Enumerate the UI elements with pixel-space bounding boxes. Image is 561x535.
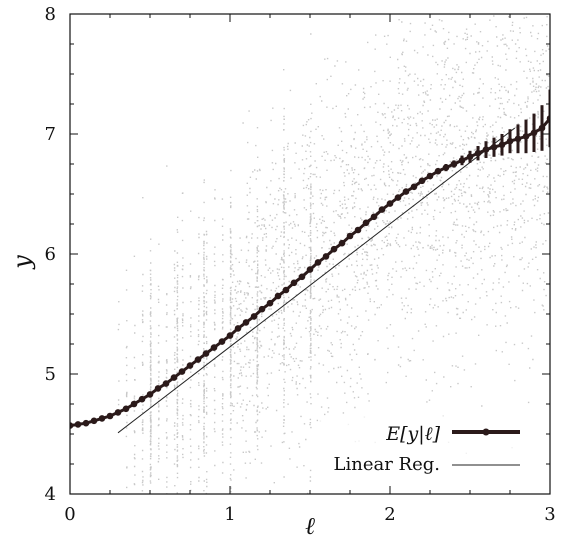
x-tick-label-1: 1: [224, 504, 235, 525]
mean-point: [274, 292, 282, 300]
mean-point: [226, 332, 234, 339]
mean-point: [114, 409, 122, 416]
mean-point: [386, 200, 394, 207]
mean-point: [242, 319, 250, 326]
mean-point: [98, 415, 106, 422]
mean-point: [266, 299, 274, 307]
legend-label-conditional-mean: E[y|ℓ]: [385, 423, 440, 445]
scatter-points: [117, 15, 550, 494]
mean-point: [282, 286, 290, 294]
mean-point: [202, 350, 210, 357]
linear-regression-line: [117, 127, 516, 434]
y-tick-label-7: 7: [45, 124, 56, 145]
mean-point: [122, 405, 130, 413]
mean-point: [506, 137, 514, 145]
mean-point: [298, 273, 306, 281]
mean-point: [466, 153, 474, 161]
mean-point: [154, 385, 162, 392]
y-tick-label-8: 8: [45, 4, 56, 25]
mean-point: [178, 368, 186, 375]
mean-point: [370, 213, 378, 221]
mean-point: [450, 160, 458, 168]
mean-point: [306, 266, 314, 273]
x-tick-label-0: 0: [64, 504, 75, 525]
legend: E[y|ℓ] Linear Reg.: [318, 416, 546, 486]
mean-point: [434, 167, 442, 175]
mean-point: [402, 188, 410, 195]
mean-point: [162, 380, 170, 387]
mean-point: [82, 419, 90, 427]
mean-point: [426, 172, 434, 180]
x-tick-label-2: 2: [384, 504, 395, 525]
mean-point: [74, 421, 82, 428]
mean-point: [250, 313, 258, 320]
mean-point: [442, 164, 450, 171]
mean-point: [458, 157, 466, 164]
mean-point: [258, 305, 266, 313]
mean-point: [338, 239, 346, 247]
legend-background: [318, 416, 546, 486]
mean-point: [170, 374, 178, 381]
mean-point: [546, 115, 550, 122]
mean-point: [346, 232, 354, 240]
mean-point: [362, 219, 370, 227]
mean-point: [194, 356, 202, 363]
mean-point: [290, 279, 298, 287]
mean-point: [138, 395, 146, 403]
mean-point: [482, 146, 490, 153]
mean-point: [90, 417, 98, 425]
mean-point: [146, 391, 154, 398]
scatter-cloud: [117, 15, 550, 494]
mean-point: [210, 344, 218, 351]
mean-point: [418, 177, 426, 185]
mean-point: [322, 253, 330, 260]
mean-point: [490, 143, 498, 151]
mean-point: [522, 133, 530, 140]
x-axis-label: ℓ: [305, 512, 315, 535]
mean-point: [530, 129, 538, 137]
legend-label-linear-reg: Linear Reg.: [334, 454, 440, 475]
mean-point: [70, 422, 74, 429]
mean-point: [474, 149, 482, 157]
conditional-mean-layer: [70, 89, 550, 429]
y-tick-label-6: 6: [45, 244, 56, 265]
mean-point: [538, 124, 546, 132]
mean-point: [498, 141, 506, 149]
legend-marker-conditional-mean: [482, 428, 490, 436]
mean-point: [106, 412, 114, 420]
mean-point: [186, 362, 194, 369]
mean-point: [394, 194, 402, 201]
x-tick-label-3: 3: [544, 504, 555, 525]
mean-point: [234, 325, 242, 332]
linear-regression-layer: [117, 127, 516, 434]
mean-point: [378, 206, 386, 213]
y-tick-label-4: 4: [45, 484, 56, 505]
mean-point: [514, 135, 522, 143]
mean-point: [218, 338, 226, 345]
axis-ticks: [69, 13, 551, 495]
mean-point: [410, 183, 418, 191]
y-tick-label-5: 5: [45, 364, 56, 385]
mean-point: [314, 259, 322, 266]
mean-point: [330, 245, 338, 253]
mean-point: [354, 226, 362, 234]
y-axis-label: y: [8, 255, 36, 270]
mean-point: [130, 400, 138, 408]
